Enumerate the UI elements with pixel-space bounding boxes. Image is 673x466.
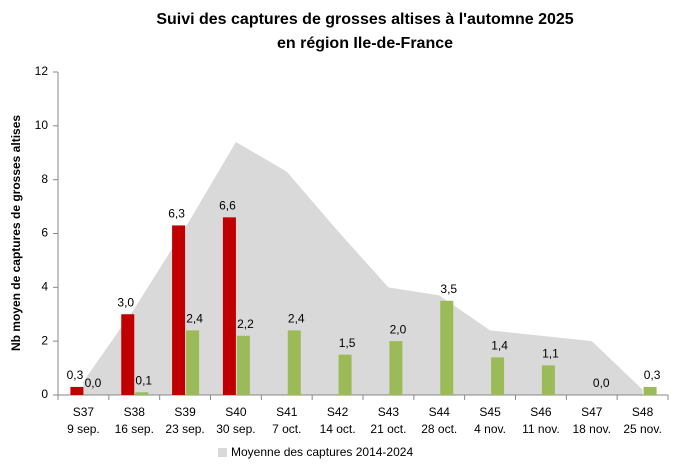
- chart-title: en région Ile-de-France: [277, 35, 453, 52]
- x-tick-label: 4 nov.: [474, 422, 506, 436]
- x-tick-label: 9 sep.: [67, 422, 100, 436]
- y-tick-label: 8: [41, 172, 48, 186]
- y-tick-label: 0: [41, 387, 48, 401]
- x-tick-label: 30 sep.: [216, 422, 255, 436]
- data-label: 0,3: [67, 368, 84, 382]
- data-label: 1,1: [542, 347, 559, 361]
- x-tick-label: 21 oct.: [370, 422, 406, 436]
- x-tick-label: S38: [124, 405, 146, 419]
- data-label: 6,6: [219, 199, 236, 213]
- data-label: 0,0: [593, 376, 610, 390]
- x-tick-label: 28 oct.: [421, 422, 457, 436]
- bar: [389, 341, 403, 395]
- bar: [186, 330, 200, 395]
- bar: [222, 217, 236, 395]
- bar: [491, 357, 505, 395]
- x-tick-label: 14 oct.: [320, 422, 356, 436]
- x-tick-label: S47: [581, 405, 603, 419]
- y-tick-label: 10: [35, 118, 49, 132]
- data-label: 3,5: [440, 282, 457, 296]
- x-tick-label: S48: [632, 405, 654, 419]
- x-tick-label: 7 oct.: [272, 422, 301, 436]
- x-tick-label: S45: [479, 405, 501, 419]
- x-tick-label: S40: [225, 405, 247, 419]
- x-tick-label: 18 nov.: [573, 422, 611, 436]
- data-label: 2,4: [186, 312, 203, 326]
- y-tick-label: 12: [35, 64, 49, 78]
- x-tick-label: S42: [327, 405, 349, 419]
- legend-swatch: [218, 448, 227, 457]
- x-tick-label: 23 sep.: [165, 422, 204, 436]
- data-label: 0,3: [644, 368, 661, 382]
- data-label: 2,0: [390, 322, 407, 336]
- x-tick-label: 25 nov.: [623, 422, 661, 436]
- bar: [121, 314, 135, 395]
- bar: [287, 330, 301, 395]
- x-tick-label: 11 nov.: [522, 422, 560, 436]
- data-label: 3,0: [117, 295, 134, 309]
- x-tick-label: S46: [530, 405, 552, 419]
- x-tick-label: S41: [276, 405, 298, 419]
- data-label: 1,5: [339, 336, 356, 350]
- data-label: 2,2: [237, 317, 254, 331]
- x-tick-label: 16 sep.: [115, 422, 154, 436]
- data-label: 0,1: [135, 373, 152, 387]
- y-axis-label: Nb moyen de captures de grosses altises: [9, 115, 23, 351]
- x-tick-label: S44: [429, 405, 451, 419]
- bar: [236, 335, 250, 395]
- x-tick-label: S37: [73, 405, 95, 419]
- x-tick-label: S43: [378, 405, 400, 419]
- legend-label: Moyenne des captures 2014-2024: [231, 445, 413, 459]
- bar: [440, 300, 454, 395]
- data-label: 6,3: [168, 207, 185, 221]
- bar: [643, 386, 657, 395]
- data-label: 0,0: [85, 376, 102, 390]
- bar: [70, 386, 84, 395]
- x-tick-label: S39: [174, 405, 196, 419]
- y-tick-label: 4: [41, 280, 48, 294]
- bar: [172, 225, 186, 395]
- y-tick-label: 6: [41, 226, 48, 240]
- chart-title: Suivi des captures de grosses altises à …: [156, 11, 573, 28]
- data-label: 2,4: [288, 312, 305, 326]
- data-label: 1,4: [491, 338, 508, 352]
- bar: [541, 365, 555, 395]
- bar: [135, 392, 149, 395]
- bar: [338, 354, 352, 395]
- y-tick-label: 2: [41, 333, 48, 347]
